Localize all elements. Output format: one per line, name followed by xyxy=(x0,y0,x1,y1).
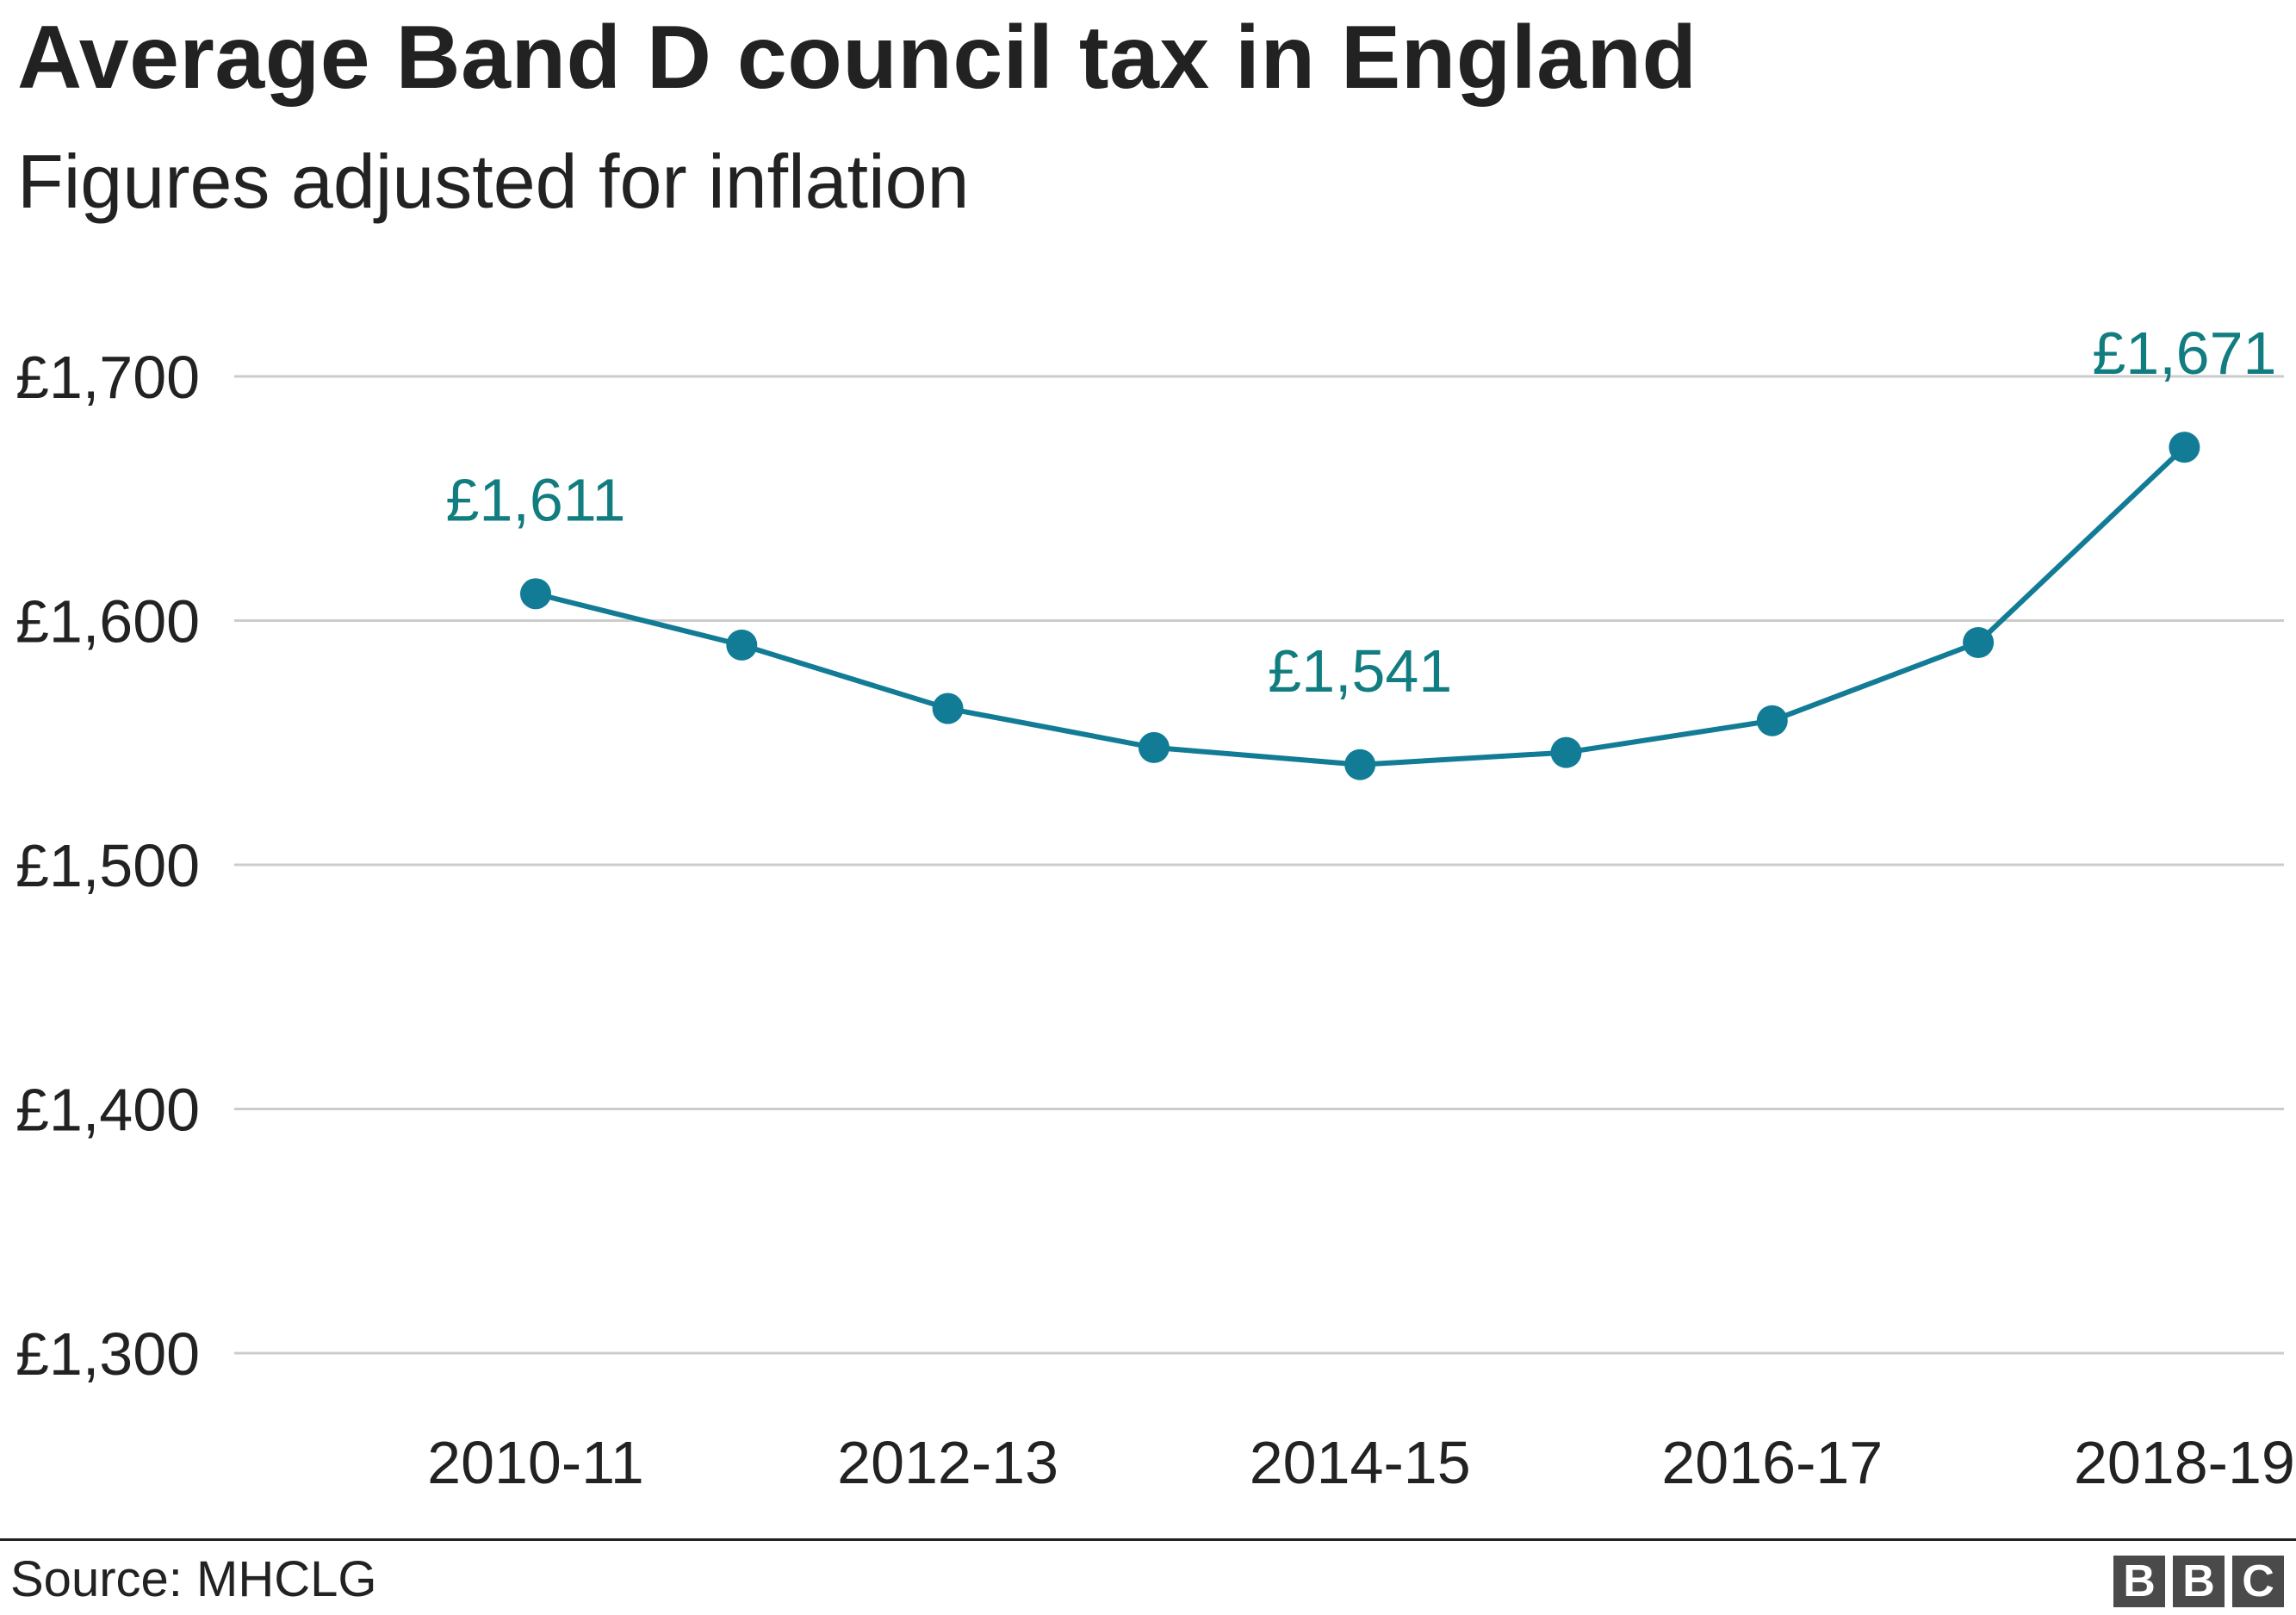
chart-title: Average Band D council tax in England xyxy=(17,8,1697,108)
data-label: £1,611 xyxy=(446,466,626,533)
y-tick-label: £1,400 xyxy=(16,1077,200,1144)
gridlines xyxy=(234,375,2284,1355)
data-point xyxy=(726,629,758,661)
series-line xyxy=(533,444,2187,767)
y-tick-label: £1,600 xyxy=(16,588,200,655)
x-tick-label: 2016-17 xyxy=(1661,1429,1883,1496)
data-point xyxy=(1138,731,1170,763)
y-axis-tick-labels: £1,300 £1,400 £1,500 £1,600 £1,700 xyxy=(16,344,200,1388)
data-point xyxy=(1756,705,1788,736)
bbc-logo-letter: B xyxy=(2113,1556,2165,1607)
data-point xyxy=(2169,432,2200,463)
footer-divider xyxy=(0,1538,2296,1541)
y-tick-label: £1,500 xyxy=(16,832,200,899)
x-tick-label: 2012-13 xyxy=(837,1429,1058,1496)
data-labels: £1,611 £1,541 £1,671 xyxy=(446,320,2277,705)
source-note: Source: MHCLG xyxy=(10,1551,377,1607)
data-point xyxy=(932,693,964,724)
x-tick-label: 2010-11 xyxy=(427,1429,644,1496)
bbc-logo-letter: B xyxy=(2173,1556,2225,1607)
data-point xyxy=(1550,736,1582,768)
bbc-logo: B B C xyxy=(2113,1556,2284,1607)
data-point xyxy=(1344,748,1376,780)
y-tick-label: £1,700 xyxy=(16,344,200,411)
x-axis-tick-labels: 2010-11 2012-13 2014-15 2016-17 2018-19 xyxy=(427,1429,2295,1496)
data-label: £1,541 xyxy=(1268,637,1452,705)
data-point xyxy=(1963,627,1995,659)
data-point xyxy=(520,578,551,610)
x-tick-label: 2014-15 xyxy=(1250,1429,1471,1496)
series xyxy=(520,432,2200,780)
x-tick-label: 2018-19 xyxy=(2074,1429,2295,1496)
y-tick-label: £1,300 xyxy=(16,1320,200,1388)
data-label: £1,671 xyxy=(2092,320,2276,387)
bbc-logo-letter: C xyxy=(2232,1556,2284,1607)
chart-subtitle: Figures adjusted for inflation xyxy=(17,139,970,224)
